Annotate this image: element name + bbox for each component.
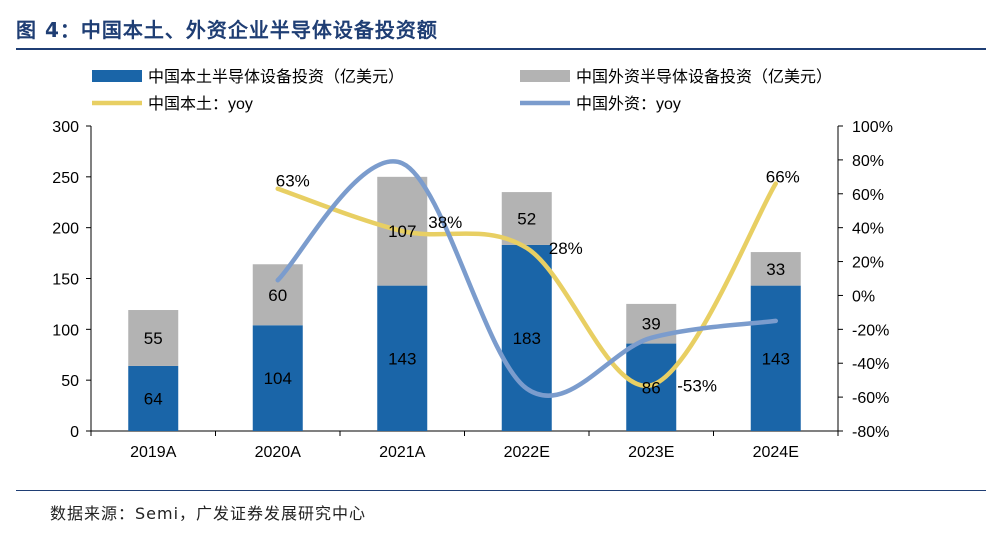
line-label-domestic-yoy: -53% [677, 376, 717, 395]
line-domestic-yoy [275, 181, 778, 388]
right-tick-label: 40% [852, 221, 884, 238]
bar-label-foreign: 33 [766, 260, 785, 279]
source-note: 数据来源：Semi，广发证券发展研究中心 [50, 504, 367, 523]
footer-divider [16, 490, 986, 491]
legend-swatch [520, 70, 570, 82]
right-tick-label: 0% [852, 288, 875, 305]
legend-label: 中国外资半导体设备投资（亿美元） [576, 68, 832, 86]
left-tick-label: 50 [61, 373, 79, 390]
bar-label-foreign: 55 [144, 329, 163, 348]
x-tick-label: 2022E [504, 444, 550, 461]
bar-foreign [501, 192, 552, 245]
legend-label: 中国本土半导体设备投资（亿美元） [148, 68, 404, 86]
left-tick-label: 300 [52, 119, 79, 136]
bar-domestic [501, 244, 552, 431]
x-tick-label: 2020A [255, 444, 302, 461]
right-tick-label: 60% [852, 187, 884, 204]
lines [275, 159, 778, 398]
bar-label-domestic: 86 [642, 378, 661, 397]
bar-foreign [128, 310, 179, 366]
right-tick-label: -60% [852, 390, 889, 407]
left-tick-label: 100 [52, 322, 79, 339]
right-tick-label: 80% [852, 153, 884, 170]
right-tick-label: -40% [852, 356, 889, 373]
legend-swatch [92, 70, 142, 82]
x-tick-label: 2024E [753, 444, 799, 461]
bar-domestic [377, 285, 428, 431]
bar-label-foreign: 107 [388, 222, 416, 241]
line-label-domestic-yoy: 28% [549, 239, 583, 258]
left-tick-label: 200 [52, 221, 79, 238]
bar-foreign [252, 264, 303, 326]
x-tick-label: 2023E [628, 444, 674, 461]
chart-title: 图 4：中国本土、外资企业半导体设备投资额 [16, 18, 438, 42]
bar-domestic [128, 365, 179, 431]
axes: 0 50 100 150 200 250 300 -80% -60% -40% -20% 0% 20% 4… [52, 119, 893, 461]
line-foreign-yoy [275, 159, 778, 398]
bar-label-domestic: 143 [762, 349, 790, 368]
line-label-domestic-yoy: 66% [766, 168, 800, 187]
right-tick-label: -20% [852, 322, 889, 339]
data-labels: 64 55 104 60 143 107 183 52 86 39 143 33 63% 38% 28% -5… [144, 168, 800, 409]
right-tick-label: 20% [852, 255, 884, 272]
bar-label-domestic: 64 [144, 389, 163, 408]
bar-domestic [252, 325, 303, 431]
bar-label-domestic: 104 [264, 369, 292, 388]
bar-foreign [750, 252, 801, 286]
left-tick-label: 150 [52, 272, 79, 289]
left-tick-label: 250 [52, 170, 79, 187]
legend-label: 中国本土：yoy [148, 95, 253, 113]
x-tick-label: 2021A [379, 444, 426, 461]
title-divider [16, 48, 986, 50]
bar-label-foreign: 39 [642, 315, 661, 334]
left-tick-label: 0 [70, 424, 79, 441]
legend-label: 中国外资：yoy [576, 95, 681, 113]
bar-domestic [750, 285, 801, 431]
x-tick-label: 2019A [130, 444, 177, 461]
line-label-domestic-yoy: 63% [276, 172, 310, 191]
legend: 中国本土半导体设备投资（亿美元） 中国外资半导体设备投资（亿美元） 中国本土：yoy… [92, 68, 832, 113]
bar-label-domestic: 143 [388, 349, 416, 368]
bar-label-foreign: 52 [517, 210, 536, 229]
bar-label-domestic: 183 [513, 329, 541, 348]
bar-label-foreign: 60 [268, 286, 287, 305]
right-tick-label: -80% [852, 424, 889, 441]
line-label-domestic-yoy: 38% [428, 213, 462, 232]
right-tick-label: 100% [852, 119, 893, 136]
